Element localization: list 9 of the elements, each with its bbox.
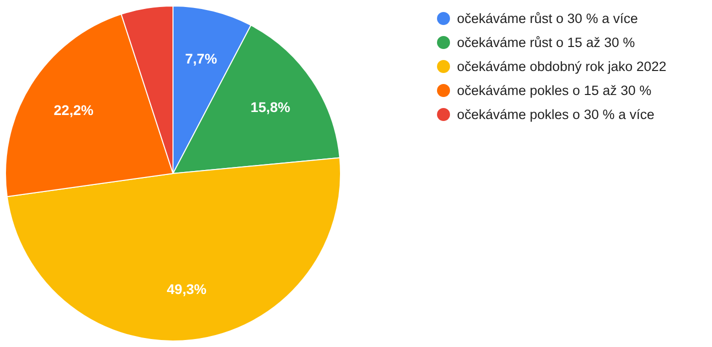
legend-label: očekáváme růst o 30 % a více — [457, 10, 638, 26]
legend-label: očekáváme obdobný rok jako 2022 — [457, 58, 666, 74]
legend-label: očekáváme pokles o 30 % a více — [457, 106, 654, 122]
legend-label: očekáváme růst o 15 až 30 % — [457, 34, 635, 50]
legend-label: očekáváme pokles o 15 až 30 % — [457, 82, 652, 98]
data-label: 49,3% — [166, 280, 207, 297]
data-label: 15,8% — [250, 99, 291, 116]
data-label: 7,7% — [185, 50, 218, 67]
data-label: 22,2% — [54, 102, 94, 118]
